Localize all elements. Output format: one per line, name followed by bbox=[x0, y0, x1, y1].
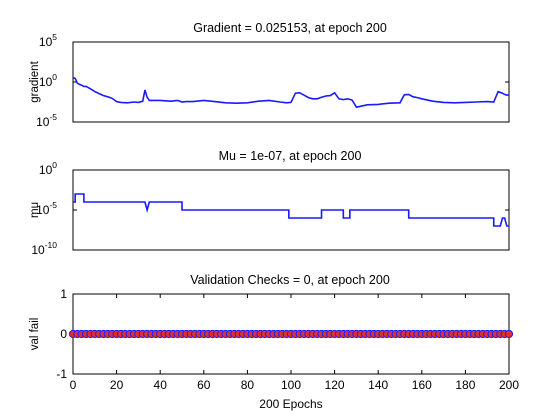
x-axis-label: 200 Epochs bbox=[259, 397, 322, 411]
gradient-series-line bbox=[73, 76, 509, 109]
x-tick-label: 140 bbox=[368, 378, 388, 392]
x-tick-label: 100 bbox=[281, 378, 301, 392]
y-tick-label: 10-10 bbox=[31, 240, 57, 257]
gradient-y-label: gradient bbox=[29, 60, 41, 102]
y-tick-exponent: 0 bbox=[52, 72, 57, 82]
y-tick-label: 10-5 bbox=[36, 112, 57, 129]
gradient-axes bbox=[72, 41, 510, 123]
gradient-panel-title: Gradient = 0.025153, at epoch 200 bbox=[193, 21, 387, 35]
x-tick-label: 200 bbox=[499, 378, 519, 392]
x-tick-label: 40 bbox=[154, 378, 168, 392]
y-tick-label: 0 bbox=[60, 327, 67, 341]
val-fail-series bbox=[68, 329, 514, 339]
x-tick-label: 180 bbox=[455, 378, 475, 392]
x-tick-label: 20 bbox=[110, 378, 124, 392]
mu-y-label: mu bbox=[29, 202, 41, 218]
y-tick-label: 1 bbox=[60, 287, 67, 301]
y-tick-exponent: -5 bbox=[49, 200, 57, 210]
x-tick-label: 120 bbox=[325, 378, 345, 392]
y-tick-exponent: 5 bbox=[52, 32, 57, 42]
y-tick-exponent: -5 bbox=[49, 112, 57, 122]
val-fail-panel: Validation Checks = 0, at epoch 200 10-1… bbox=[29, 273, 519, 411]
gradient-y-ticks: 105 100 10-5 bbox=[36, 32, 509, 129]
x-tick-label: 80 bbox=[241, 378, 255, 392]
val-fail-point bbox=[504, 329, 514, 339]
gradient-panel: Gradient = 0.025153, at epoch 200 105 100… bbox=[29, 21, 510, 129]
x-tick-label: 0 bbox=[70, 378, 77, 392]
mu-series-line bbox=[73, 193, 509, 227]
y-tick-label: 100 bbox=[39, 72, 57, 89]
mu-axes bbox=[72, 169, 510, 251]
y-tick-label: 105 bbox=[39, 32, 57, 49]
y-tick-exponent: 0 bbox=[52, 160, 57, 170]
y-tick-label: -1 bbox=[56, 367, 67, 381]
val-fail-panel-title: Validation Checks = 0, at epoch 200 bbox=[190, 273, 390, 287]
val-fail-ticks: 10-10 20 40 60 80 100 120 140 160 180 200 bbox=[56, 287, 519, 392]
x-tick-label: 160 bbox=[412, 378, 432, 392]
val-fail-y-label: val fail bbox=[29, 318, 41, 351]
y-tick-exponent: -10 bbox=[45, 240, 58, 250]
x-tick-label: 60 bbox=[197, 378, 211, 392]
mu-panel-title: Mu = 1e-07, at epoch 200 bbox=[219, 149, 362, 163]
y-tick-label: 100 bbox=[39, 160, 57, 177]
